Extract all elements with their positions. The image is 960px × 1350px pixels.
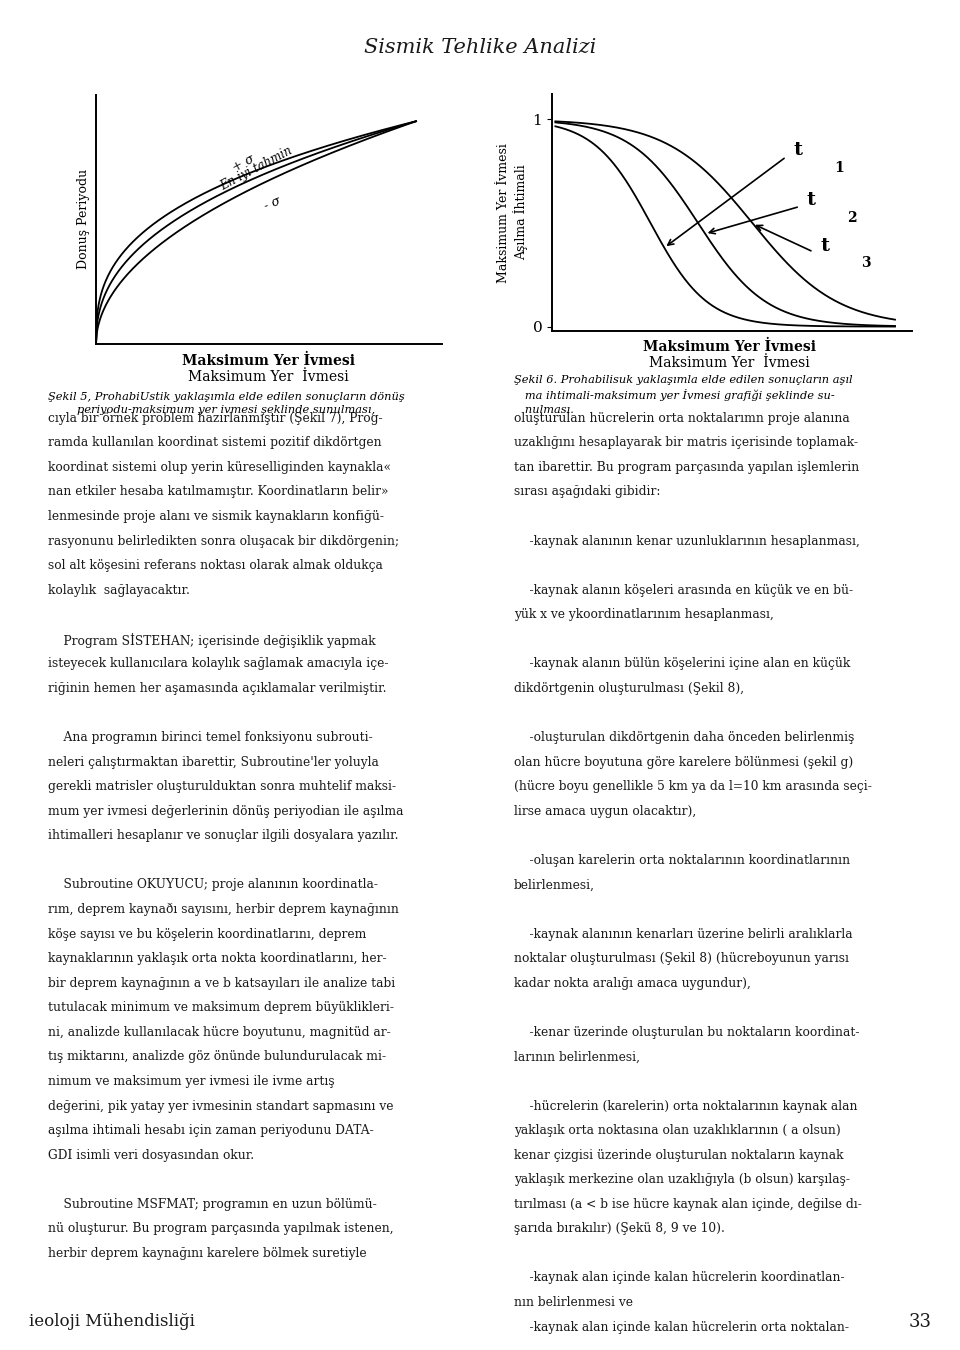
Text: nan etkiler hesaba katılmamıştır. Koordinatların belir»: nan etkiler hesaba katılmamıştır. Koordi… bbox=[48, 486, 389, 498]
Text: ieoloji Mühendisliği: ieoloji Mühendisliği bbox=[29, 1314, 195, 1330]
Text: kolaylık  sağlayacaktır.: kolaylık sağlayacaktır. bbox=[48, 583, 190, 597]
Text: -kaynak alanının kenar uzunluklarının hesaplanması,: -kaynak alanının kenar uzunluklarının he… bbox=[514, 535, 859, 548]
Text: neleri çalıştırmaktan ibarettir, Subroutine'ler yoluyla: neleri çalıştırmaktan ibarettir, Subrout… bbox=[48, 756, 379, 768]
Text: ni, analizde kullanılacak hücre boyutunu, magnitüd ar-: ni, analizde kullanılacak hücre boyutunu… bbox=[48, 1026, 391, 1038]
Text: koordinat sistemi olup yerin küreselliginden kaynakla«: koordinat sistemi olup yerin küreselligi… bbox=[48, 460, 391, 474]
Text: Maksimum Yer  İvmesi: Maksimum Yer İvmesi bbox=[188, 370, 349, 383]
Text: herbir deprem kaynağını karelere bölmek suretiyle: herbir deprem kaynağını karelere bölmek … bbox=[48, 1247, 367, 1260]
Text: isteyecek kullanıcılara kolaylık sağlamak amacıyla içe-: isteyecek kullanıcılara kolaylık sağlama… bbox=[48, 657, 389, 671]
Text: Şekil 5, ProhabiUstik yaklaşımla elde edilen sonuçların dönüş
        periyodu-m: Şekil 5, ProhabiUstik yaklaşımla elde ed… bbox=[48, 392, 405, 414]
Text: Maksimum Yer İvmesi: Maksimum Yer İvmesi bbox=[182, 354, 355, 367]
Text: -oluşturulan dikdörtgenin daha önceden belirlenmiş: -oluşturulan dikdörtgenin daha önceden b… bbox=[514, 732, 854, 744]
Text: -kaynak alan içinde kalan hücrelerin koordinatlan-: -kaynak alan içinde kalan hücrelerin koo… bbox=[514, 1272, 844, 1284]
Text: tan ibarettir. Bu program parçasında yapılan işlemlerin: tan ibarettir. Bu program parçasında yap… bbox=[514, 460, 859, 474]
Text: ramda kullanılan koordinat sistemi pozitif dikdörtgen: ramda kullanılan koordinat sistemi pozit… bbox=[48, 436, 382, 450]
Text: -kenar üzerinde oluşturulan bu noktaların koordinat-: -kenar üzerinde oluşturulan bu noktaları… bbox=[514, 1026, 859, 1038]
Text: Subroutine OKUYUCU; proje alanının koordinatla-: Subroutine OKUYUCU; proje alanının koord… bbox=[48, 879, 378, 891]
Text: riğinin hemen her aşamasında açıklamalar verilmiştir.: riğinin hemen her aşamasında açıklamalar… bbox=[48, 682, 387, 695]
Text: gerekli matrisler oluşturulduktan sonra muhtelif maksi-: gerekli matrisler oluşturulduktan sonra … bbox=[48, 780, 396, 794]
Y-axis label: Donuş Periyodu: Donuş Periyodu bbox=[78, 169, 90, 270]
Text: En iyi tahmin: En iyi tahmin bbox=[218, 144, 294, 193]
Text: oluşturulan hücrelerin orta noktalarımn proje alanına: oluşturulan hücrelerin orta noktalarımn … bbox=[514, 412, 850, 425]
Text: nü oluşturur. Bu program parçasında yapılmak istenen,: nü oluşturur. Bu program parçasında yapı… bbox=[48, 1222, 394, 1235]
Text: değerini, pik yatay yer ivmesinin standart sapmasını ve: değerini, pik yatay yer ivmesinin standa… bbox=[48, 1099, 394, 1112]
Text: kaynaklarının yaklaşık orta nokta koordinatlarını, her-: kaynaklarının yaklaşık orta nokta koordi… bbox=[48, 952, 387, 965]
Text: 3: 3 bbox=[861, 256, 871, 270]
Text: Şekil 6. Prohabilisuk yaklaşımla elde edilen sonuçların aşıl
   ma ihtimali-maks: Şekil 6. Prohabilisuk yaklaşımla elde ed… bbox=[514, 375, 852, 414]
Text: (hücre boyu genellikle 5 km ya da l=10 km arasında seçi-: (hücre boyu genellikle 5 km ya da l=10 k… bbox=[514, 780, 872, 794]
Text: sol alt köşesini referans noktası olarak almak oldukça: sol alt köşesini referans noktası olarak… bbox=[48, 559, 383, 572]
Text: 33: 33 bbox=[908, 1312, 931, 1331]
Text: rım, deprem kaynaðı sayısını, herbir deprem kaynağının: rım, deprem kaynaðı sayısını, herbir dep… bbox=[48, 903, 398, 917]
Text: t: t bbox=[793, 142, 803, 159]
Text: rasyonunu belirledikten sonra oluşacak bir dikdörgenin;: rasyonunu belirledikten sonra oluşacak b… bbox=[48, 535, 399, 548]
Text: belirlenmesi,: belirlenmesi, bbox=[514, 879, 594, 891]
Text: GDI isimli veri dosyasından okur.: GDI isimli veri dosyasından okur. bbox=[48, 1149, 254, 1161]
Text: - σ: - σ bbox=[262, 194, 283, 213]
Text: uzaklığını hesaplayarak bir matris içerisinde toplamak-: uzaklığını hesaplayarak bir matris içeri… bbox=[514, 436, 857, 450]
Text: 2: 2 bbox=[848, 211, 857, 224]
Text: Maksimum Yer İvmesi: Maksimum Yer İvmesi bbox=[643, 340, 816, 354]
Text: kadar nokta aralığı amaca uygundur),: kadar nokta aralığı amaca uygundur), bbox=[514, 976, 751, 990]
Text: yaklaşık merkezine olan uzaklığıyla (b olsun) karşılaş-: yaklaşık merkezine olan uzaklığıyla (b o… bbox=[514, 1173, 850, 1187]
Text: cıyla bir örnek problem hazırlanmıştır (Şekil 7), Prog-: cıyla bir örnek problem hazırlanmıştır (… bbox=[48, 412, 383, 425]
Text: tış miktarını, analizde göz önünde bulundurulacak mi-: tış miktarını, analizde göz önünde bulun… bbox=[48, 1050, 386, 1064]
Text: ihtimalleri hesaplanır ve sonuçlar ilgili dosyalara yazılır.: ihtimalleri hesaplanır ve sonuçlar ilgil… bbox=[48, 829, 398, 842]
Text: dikdörtgenin oluşturulması (Şekil 8),: dikdörtgenin oluşturulması (Şekil 8), bbox=[514, 682, 744, 695]
Text: nimum ve maksimum yer ivmesi ile ivme artış: nimum ve maksimum yer ivmesi ile ivme ar… bbox=[48, 1075, 335, 1088]
Text: -kaynak alan içinde kalan hücrelerin orta noktalan-: -kaynak alan içinde kalan hücrelerin ort… bbox=[514, 1320, 849, 1334]
Text: yaklaşık orta noktasına olan uzaklıklarının ( a olsun): yaklaşık orta noktasına olan uzaklıkları… bbox=[514, 1125, 840, 1137]
Text: larının belirlenmesi,: larının belirlenmesi, bbox=[514, 1050, 639, 1064]
Text: şarıda bırakılır) (Şekü 8, 9 ve 10).: şarıda bırakılır) (Şekü 8, 9 ve 10). bbox=[514, 1222, 725, 1235]
Text: t: t bbox=[820, 236, 829, 255]
Text: Program SİSTEHAN; içerisinde değişiklik yapmak: Program SİSTEHAN; içerisinde değişiklik … bbox=[48, 633, 375, 648]
Text: Sismik Tehlike Analizi: Sismik Tehlike Analizi bbox=[364, 38, 596, 57]
Text: Subroutine MSFMAT; programın en uzun bölümü-: Subroutine MSFMAT; programın en uzun böl… bbox=[48, 1197, 376, 1211]
Text: tırılması (a < b ise hücre kaynak alan içinde, değilse dı-: tırılması (a < b ise hücre kaynak alan i… bbox=[514, 1197, 861, 1211]
Text: bir deprem kaynağının a ve b katsayıları ile analize tabi: bir deprem kaynağının a ve b katsayıları… bbox=[48, 976, 396, 990]
Text: nın belirlenmesi ve: nın belirlenmesi ve bbox=[514, 1296, 633, 1310]
Text: -kaynak alanın bülün köşelerini içine alan en küçük: -kaynak alanın bülün köşelerini içine al… bbox=[514, 657, 850, 671]
Y-axis label: Maksimum Yer İvmesi
Aşılma İhtimali: Maksimum Yer İvmesi Aşılma İhtimali bbox=[496, 143, 528, 282]
Text: -hücrelerin (karelerin) orta noktalarının kaynak alan: -hücrelerin (karelerin) orta noktalarını… bbox=[514, 1099, 857, 1112]
Text: -oluşan karelerin orta noktalarının koordinatlarının: -oluşan karelerin orta noktalarının koor… bbox=[514, 855, 850, 867]
Text: lirse amaca uygun olacaktır),: lirse amaca uygun olacaktır), bbox=[514, 805, 696, 818]
Text: 1: 1 bbox=[834, 161, 844, 174]
Text: lenmesinde proje alanı ve sismik kaynakların konfiğü-: lenmesinde proje alanı ve sismik kaynakl… bbox=[48, 510, 384, 522]
Text: Maksimum Yer  İvmesi: Maksimum Yer İvmesi bbox=[649, 356, 810, 370]
Text: tutulacak minimum ve maksimum deprem büyüklikleri-: tutulacak minimum ve maksimum deprem büy… bbox=[48, 1002, 394, 1014]
Text: + σ: + σ bbox=[230, 153, 257, 174]
Text: t: t bbox=[806, 192, 816, 209]
Text: kenar çizgisi üzerinde oluşturulan noktaların kaynak: kenar çizgisi üzerinde oluşturulan nokta… bbox=[514, 1149, 843, 1161]
Text: yük x ve ykoordinatlarınım hesaplanması,: yük x ve ykoordinatlarınım hesaplanması, bbox=[514, 609, 774, 621]
Text: olan hücre boyutuna göre karelere bölünmesi (şekil g): olan hücre boyutuna göre karelere bölünm… bbox=[514, 756, 852, 768]
Text: aşılma ihtimali hesabı için zaman periyodunu DATA-: aşılma ihtimali hesabı için zaman periyo… bbox=[48, 1125, 373, 1137]
Text: Ana programın birinci temel fonksiyonu subrouti-: Ana programın birinci temel fonksiyonu s… bbox=[48, 732, 372, 744]
Text: -kaynak alanın köşeleri arasında en küçük ve en bü-: -kaynak alanın köşeleri arasında en küçü… bbox=[514, 583, 852, 597]
Text: -kaynak alanının kenarları üzerine belirli aralıklarla: -kaynak alanının kenarları üzerine belir… bbox=[514, 927, 852, 941]
Text: köşe sayısı ve bu köşelerin koordinatlarını, deprem: köşe sayısı ve bu köşelerin koordinatlar… bbox=[48, 927, 367, 941]
Text: mum yer ivmesi değerlerinin dönüş periyodian ile aşılma: mum yer ivmesi değerlerinin dönüş periyo… bbox=[48, 805, 403, 818]
Text: sırası aşağıdaki gibidir:: sırası aşağıdaki gibidir: bbox=[514, 486, 660, 498]
Text: noktalar oluşturulması (Şekil 8) (hücreboyunun yarısı: noktalar oluşturulması (Şekil 8) (hücreb… bbox=[514, 952, 849, 965]
